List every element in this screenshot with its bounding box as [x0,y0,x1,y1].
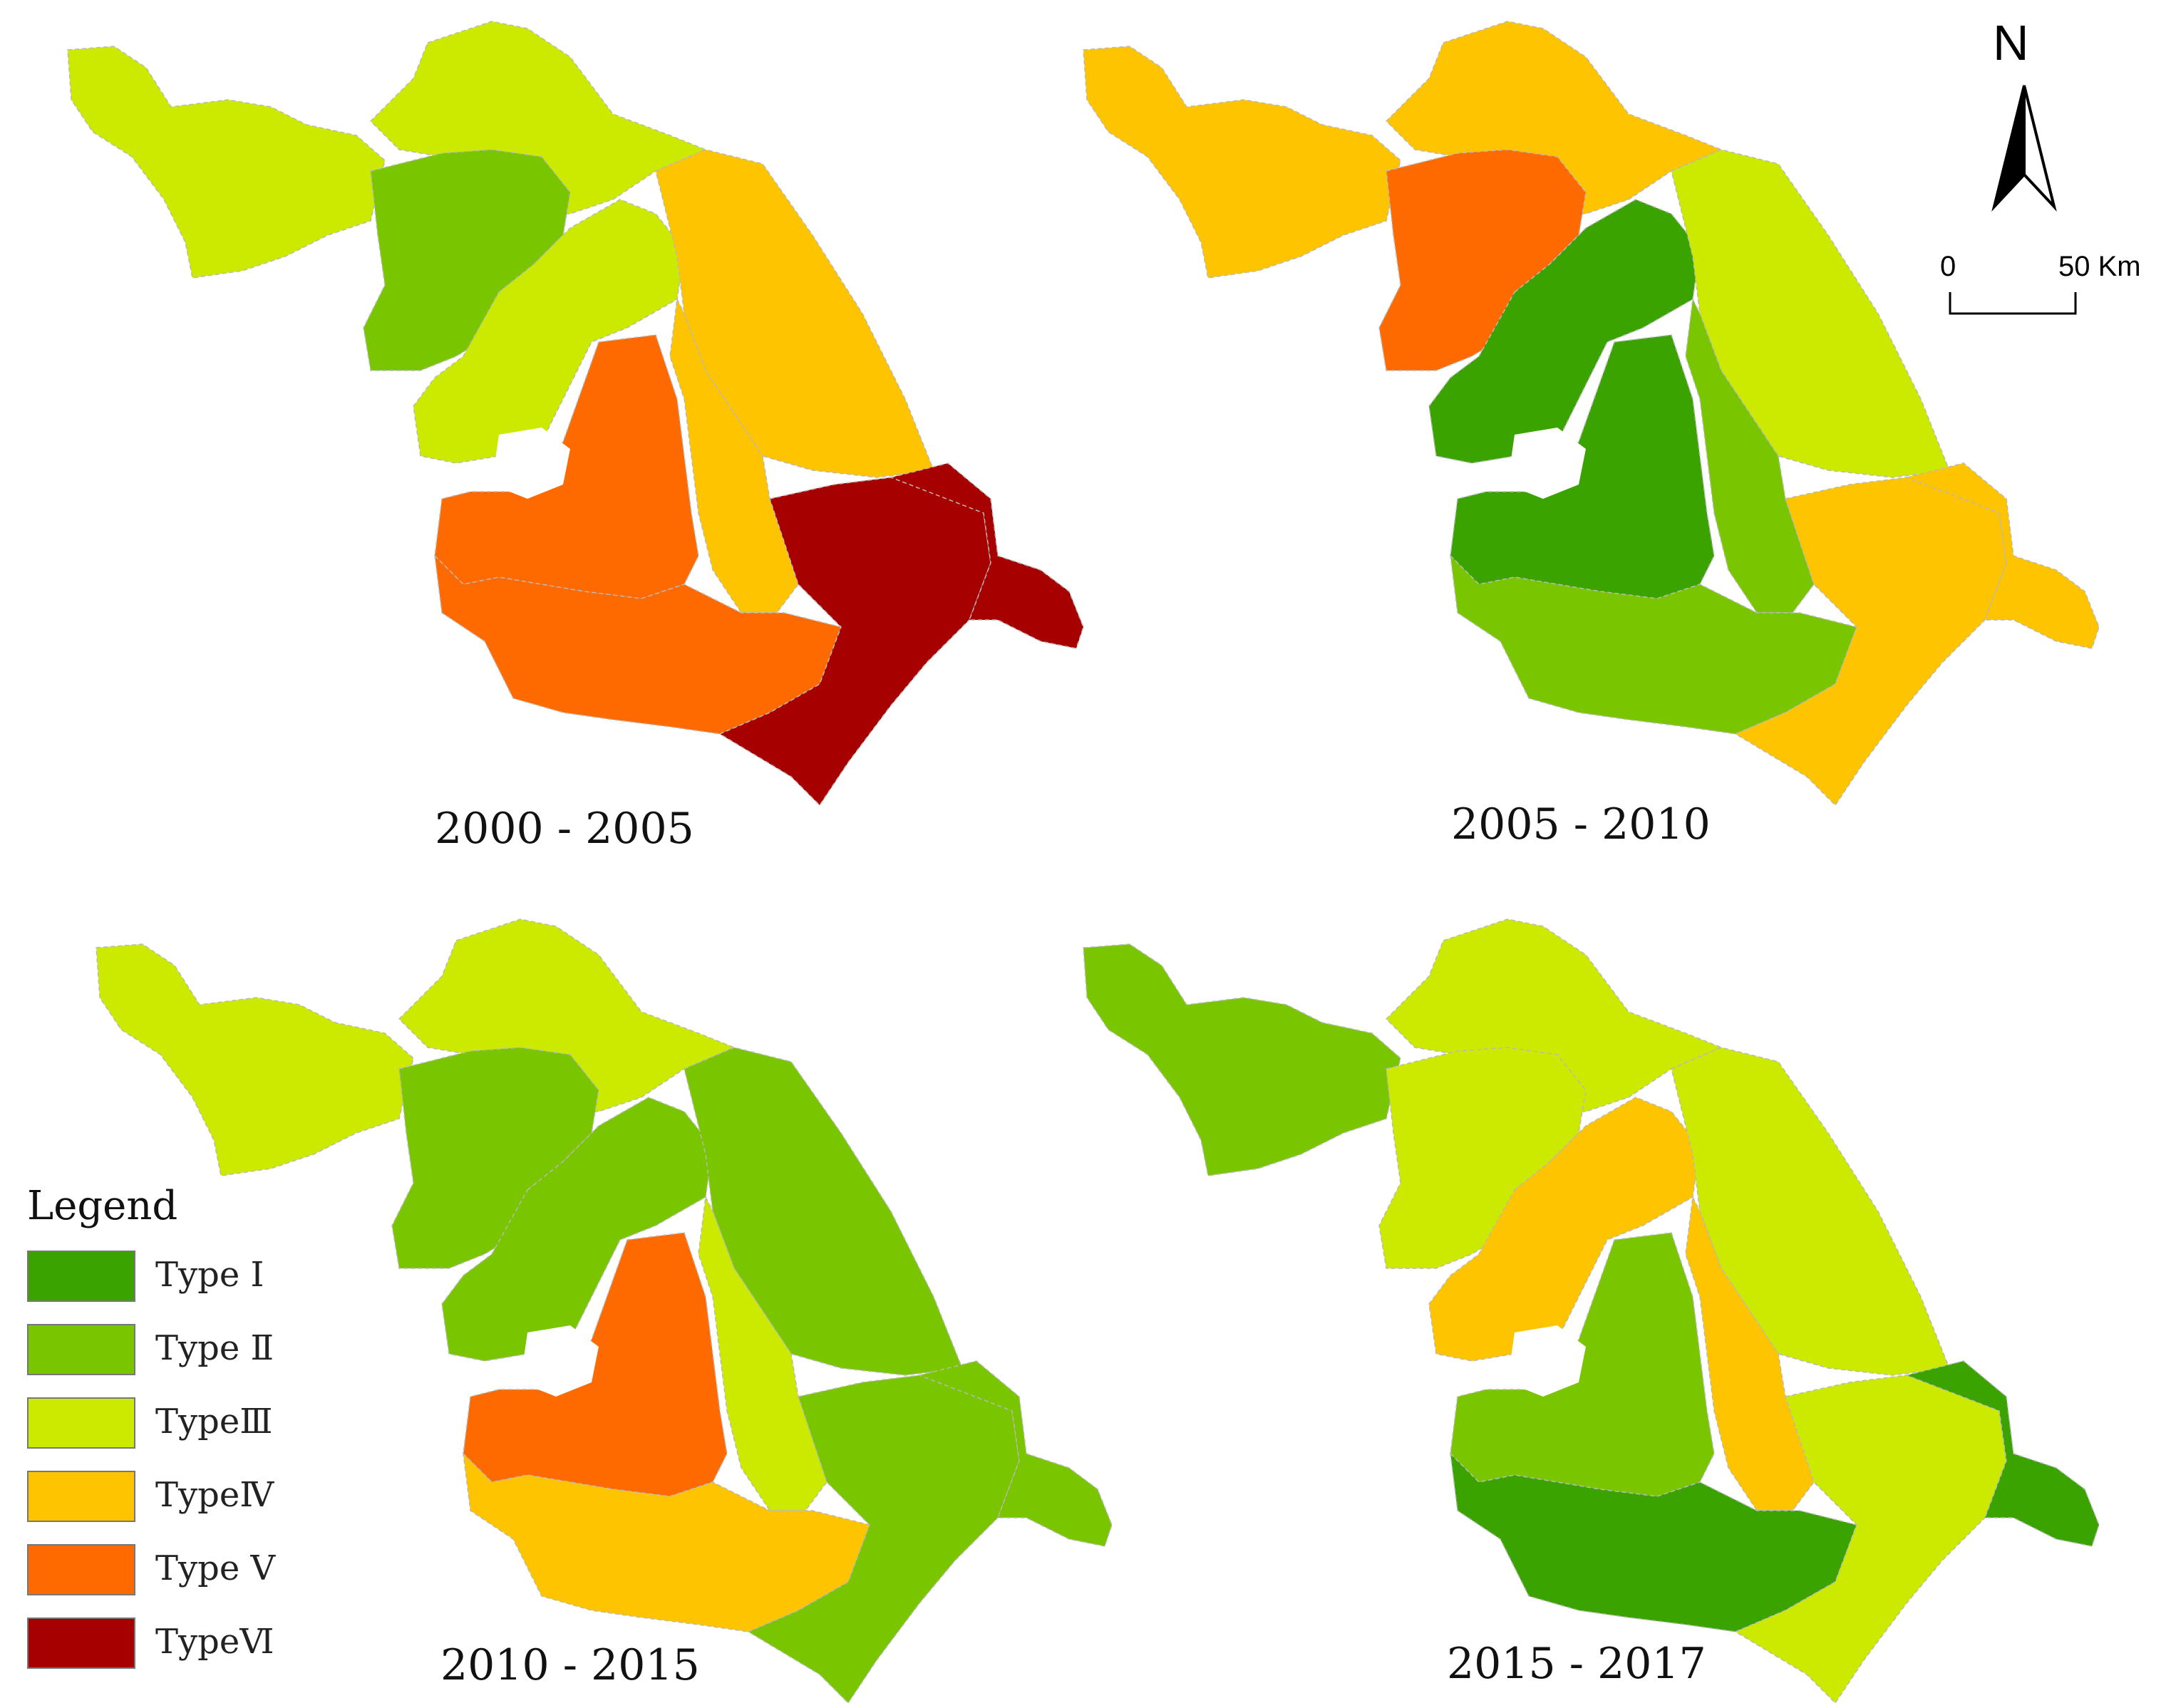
map-panel [1083,21,2100,807]
region-center-n [441,1097,713,1362]
legend-swatch [27,1324,135,1375]
legend-label: Type Ⅴ [155,1548,276,1588]
scale-bar-icon [1949,292,2077,315]
scale-end: 50 Km [2058,251,2141,282]
lake-area [492,428,570,499]
region-nw [1083,943,1401,1176]
north-letter: N [1993,15,2029,71]
north-arrow-icon [1991,85,2057,212]
region-center-n [1428,1097,1701,1362]
region-se [747,1367,1020,1704]
map-panel [1083,918,2100,1704]
map-panel [67,21,1084,807]
region-center-n [413,199,685,464]
region-nw [96,943,414,1176]
region-south [1449,554,1857,735]
legend-label: TypeⅢ [155,1402,273,1442]
region-center-n [1428,199,1701,464]
region-xz-west [363,149,571,371]
region-se [1734,470,2007,807]
legend-title: Legend [27,1183,178,1229]
region-se [718,470,991,807]
region-se [1734,1367,2007,1704]
region-south [462,1451,870,1632]
region-east [1671,1047,1951,1376]
region-east-tip [889,462,1084,649]
legend-swatch [27,1471,135,1522]
panel-period-label: 2005 - 2010 [1451,799,1711,849]
region-xz-west [391,1047,599,1269]
lake-area [1507,1325,1586,1397]
legend-label: Type Ⅰ [155,1255,264,1295]
region-mid-strip [698,1195,827,1511]
panel-period-label: 2015 - 2017 [1447,1639,1706,1689]
region-mid-strip [669,297,799,614]
region-east [655,149,935,478]
lake-area [1507,428,1586,499]
region-east [684,1047,964,1376]
legend-label: Type Ⅱ [155,1328,274,1368]
map-panel [96,918,1113,1704]
legend-swatch [27,1251,135,1302]
region-xz-west [1378,149,1587,371]
lake-area [520,1325,599,1397]
region-south [433,554,842,735]
region-nw [67,46,386,279]
region-east-tip [917,1360,1113,1547]
region-mid-strip [1685,1195,1815,1511]
scale-start: 0 [1940,251,1956,282]
region-mid-strip [1685,297,1815,614]
legend-swatch [27,1618,135,1669]
region-xz-west [1378,1047,1587,1269]
legend-label: TypeⅥ [155,1622,274,1662]
legend-swatch [27,1397,135,1449]
region-east-tip [1904,462,2100,649]
legend-label: TypeⅣ [155,1475,274,1515]
region-south [1449,1451,1857,1632]
region-nw [1083,46,1401,279]
region-east-tip [1904,1360,2100,1547]
legend-swatch [27,1544,135,1595]
panel-period-label: 2010 - 2015 [440,1640,700,1690]
panel-period-label: 2000 - 2005 [435,804,694,854]
region-east [1671,149,1951,478]
